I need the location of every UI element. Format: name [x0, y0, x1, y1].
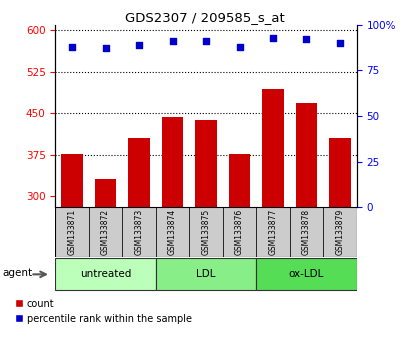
Bar — [55, 207, 89, 257]
Bar — [94, 179, 116, 207]
Text: GSM133871: GSM133871 — [67, 209, 76, 255]
Point — [102, 46, 109, 51]
Bar — [295, 103, 317, 207]
Text: GDS2307 / 209585_s_at: GDS2307 / 209585_s_at — [125, 11, 284, 24]
Text: GSM133873: GSM133873 — [134, 209, 143, 255]
Bar — [155, 258, 256, 290]
Bar — [261, 90, 283, 207]
Point — [269, 35, 276, 40]
Legend: count, percentile rank within the sample: count, percentile rank within the sample — [13, 297, 193, 326]
Bar — [128, 138, 150, 207]
Bar — [161, 117, 183, 207]
Point — [202, 38, 209, 44]
Bar — [256, 258, 356, 290]
Point — [135, 42, 142, 48]
Bar — [328, 138, 350, 207]
Bar — [228, 154, 250, 207]
Text: agent: agent — [3, 268, 33, 278]
Bar — [289, 207, 322, 257]
Point — [302, 36, 309, 42]
Bar — [195, 120, 216, 207]
Text: ox-LDL: ox-LDL — [288, 269, 324, 279]
Text: GSM133876: GSM133876 — [234, 209, 243, 255]
Text: GSM133872: GSM133872 — [101, 209, 110, 255]
Bar — [189, 207, 222, 257]
Bar — [155, 207, 189, 257]
Point — [336, 40, 342, 46]
Bar — [222, 207, 256, 257]
Bar — [256, 207, 289, 257]
Text: GSM133878: GSM133878 — [301, 209, 310, 255]
Point — [169, 38, 175, 44]
Bar — [61, 154, 83, 207]
Bar — [322, 207, 356, 257]
Point — [236, 44, 242, 50]
Text: GSM133874: GSM133874 — [168, 209, 177, 255]
Text: GSM133875: GSM133875 — [201, 209, 210, 255]
Bar — [89, 207, 122, 257]
Bar — [122, 207, 155, 257]
Text: GSM133877: GSM133877 — [268, 209, 277, 255]
Text: GSM133879: GSM133879 — [335, 209, 344, 255]
Text: untreated: untreated — [80, 269, 131, 279]
Point — [69, 44, 75, 50]
Text: LDL: LDL — [196, 269, 215, 279]
Bar — [55, 258, 155, 290]
